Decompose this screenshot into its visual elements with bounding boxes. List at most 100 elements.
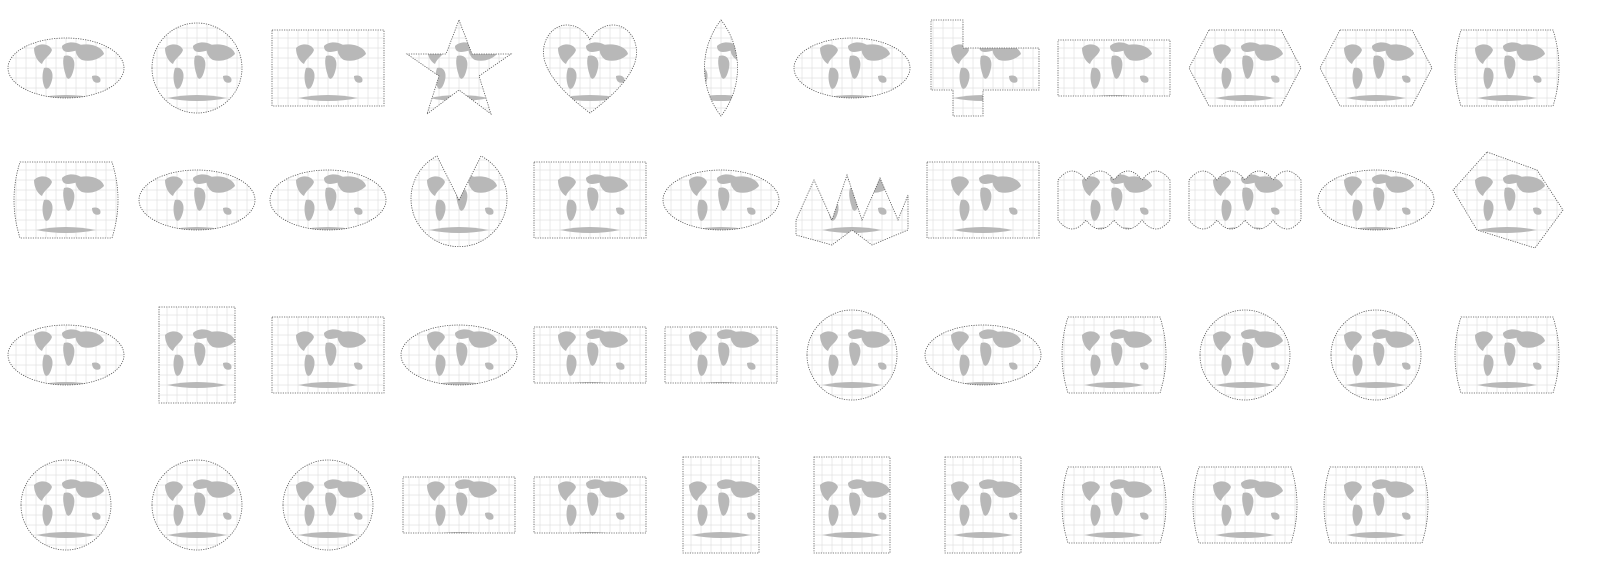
- map-projection-butterfly: [790, 150, 922, 280]
- landmass: [1242, 342, 1254, 366]
- map-outline: [795, 173, 909, 246]
- map-projection-rectangle: [528, 150, 660, 280]
- map-thumbnail: [269, 169, 387, 231]
- landmass: [1254, 331, 1283, 348]
- landmass: [1373, 342, 1385, 366]
- landmass: [747, 75, 756, 82]
- map-thumbnail: [682, 456, 760, 554]
- landmass: [587, 187, 599, 211]
- map-projection-band: [397, 455, 529, 585]
- map-projection-globe: [266, 455, 398, 585]
- landmass: [1373, 187, 1385, 211]
- landmass: [298, 95, 358, 101]
- landmass: [691, 227, 751, 230]
- landmass: [599, 481, 628, 498]
- landmass: [296, 176, 314, 196]
- landmass: [165, 176, 183, 196]
- landmass: [435, 504, 446, 526]
- landmass: [820, 44, 838, 64]
- landmass: [1475, 44, 1493, 64]
- landmass: [468, 481, 497, 498]
- landmass: [194, 492, 206, 516]
- landmass: [689, 481, 707, 501]
- map-thumbnail: [138, 169, 256, 231]
- landmass: [697, 504, 708, 526]
- landmass: [92, 207, 101, 215]
- landmass: [566, 354, 577, 376]
- map-projection-square: [135, 305, 267, 435]
- landmass: [165, 481, 183, 501]
- landmass: [992, 331, 1021, 348]
- map-thumbnail: [1188, 170, 1302, 230]
- map-projection-ellipse: [4, 18, 136, 148]
- landmass: [878, 512, 887, 520]
- landmass: [325, 187, 337, 211]
- map-thumbnail: [1061, 316, 1167, 394]
- landmass: [1009, 362, 1018, 370]
- landmass: [822, 532, 882, 538]
- landmass: [296, 331, 314, 351]
- landmass: [34, 176, 52, 196]
- map-thumbnail: [1454, 29, 1560, 107]
- map-projection-rounded: [4, 150, 136, 280]
- landmass: [337, 176, 366, 193]
- landmass: [828, 354, 839, 376]
- landmass: [558, 331, 576, 351]
- landmass: [566, 199, 577, 221]
- landmass: [167, 532, 227, 538]
- landmass: [1346, 532, 1406, 538]
- map-projection-star: [397, 18, 529, 148]
- landmass: [63, 187, 75, 211]
- landmass: [485, 75, 494, 83]
- landmass: [704, 44, 707, 64]
- map-projection-rounded: [1445, 18, 1577, 148]
- map-thumbnail: [1199, 309, 1291, 401]
- landmass: [822, 382, 882, 388]
- landmass: [92, 362, 101, 370]
- landmass: [558, 481, 576, 501]
- landmass: [959, 67, 970, 89]
- landmass: [1385, 331, 1414, 348]
- landmass: [173, 354, 184, 376]
- map-outline: [533, 326, 647, 384]
- landmass: [36, 532, 96, 538]
- landmass: [92, 512, 101, 520]
- landmass: [42, 199, 53, 221]
- map-thumbnail: [664, 326, 778, 384]
- landmass: [1111, 187, 1123, 211]
- map-thumbnail: [158, 306, 236, 404]
- map-thumbnail: [1323, 466, 1429, 544]
- map-thumbnail: [533, 161, 647, 239]
- landmass: [34, 331, 52, 351]
- landmass: [206, 481, 235, 498]
- landmass: [980, 187, 992, 211]
- landmass: [337, 331, 366, 348]
- map-thumbnail: [271, 29, 385, 107]
- landmass: [1254, 481, 1283, 498]
- landmass: [980, 55, 992, 79]
- landmass: [1009, 512, 1018, 520]
- landmass: [1213, 481, 1231, 501]
- map-projection-globe: [1183, 305, 1315, 435]
- landmass: [849, 55, 861, 79]
- map-outline: [269, 169, 387, 231]
- map-outline: [1188, 170, 1302, 230]
- landmass: [1346, 382, 1406, 388]
- map-thumbnail: [410, 155, 508, 247]
- map-thumbnail: [1192, 466, 1298, 544]
- landmass: [1254, 44, 1283, 61]
- landmass: [75, 176, 104, 193]
- landmass: [1402, 512, 1411, 520]
- landmass: [730, 481, 759, 498]
- landmass: [1504, 187, 1516, 211]
- map-outline: [1323, 466, 1429, 544]
- landmass: [992, 44, 1021, 61]
- landmass: [36, 227, 96, 233]
- landmass: [194, 55, 206, 79]
- map-outline: [930, 19, 1040, 117]
- landmass: [951, 44, 969, 64]
- map-projection-globe: [790, 305, 922, 435]
- landmass: [587, 342, 599, 366]
- landmass: [173, 504, 184, 526]
- landmass: [1111, 342, 1123, 366]
